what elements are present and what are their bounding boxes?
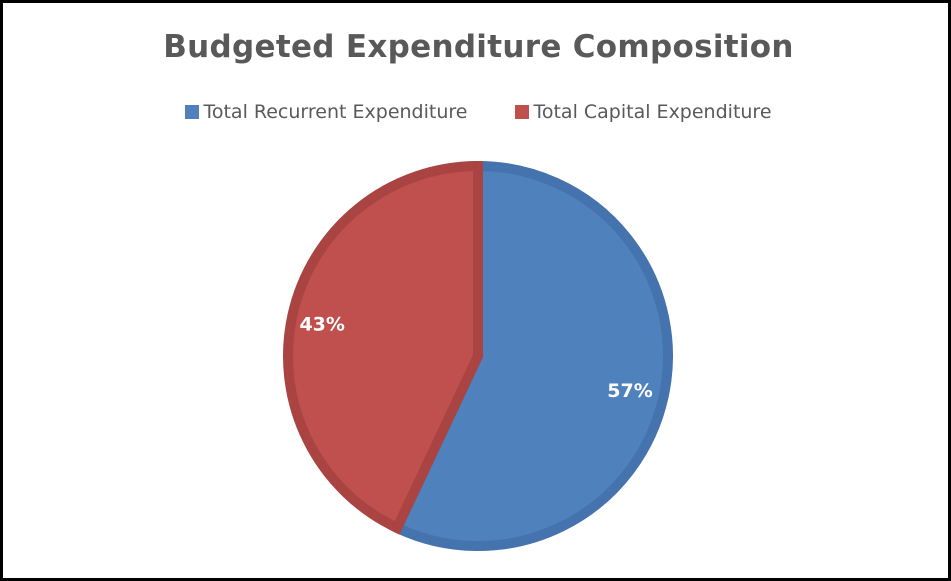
chart-legend: Total Recurrent Expenditure Total Capita… — [3, 101, 951, 123]
legend-swatch-recurrent — [185, 105, 200, 119]
legend-swatch-capital — [515, 105, 530, 119]
pie-slice-recurrent — [390, 160, 673, 551]
legend-label-recurrent: Total Recurrent Expenditure — [203, 101, 468, 123]
data-label-recurrent: 57% — [607, 380, 652, 402]
legend-item-capital: Total Capital Expenditure — [515, 101, 772, 123]
data-label-capital: 43% — [299, 314, 344, 336]
legend-item-recurrent: Total Recurrent Expenditure — [185, 101, 467, 123]
legend-label-capital: Total Capital Expenditure — [533, 101, 772, 123]
chart-title: Budgeted Expenditure Composition — [163, 29, 794, 65]
pie-slice-capital — [283, 160, 483, 535]
